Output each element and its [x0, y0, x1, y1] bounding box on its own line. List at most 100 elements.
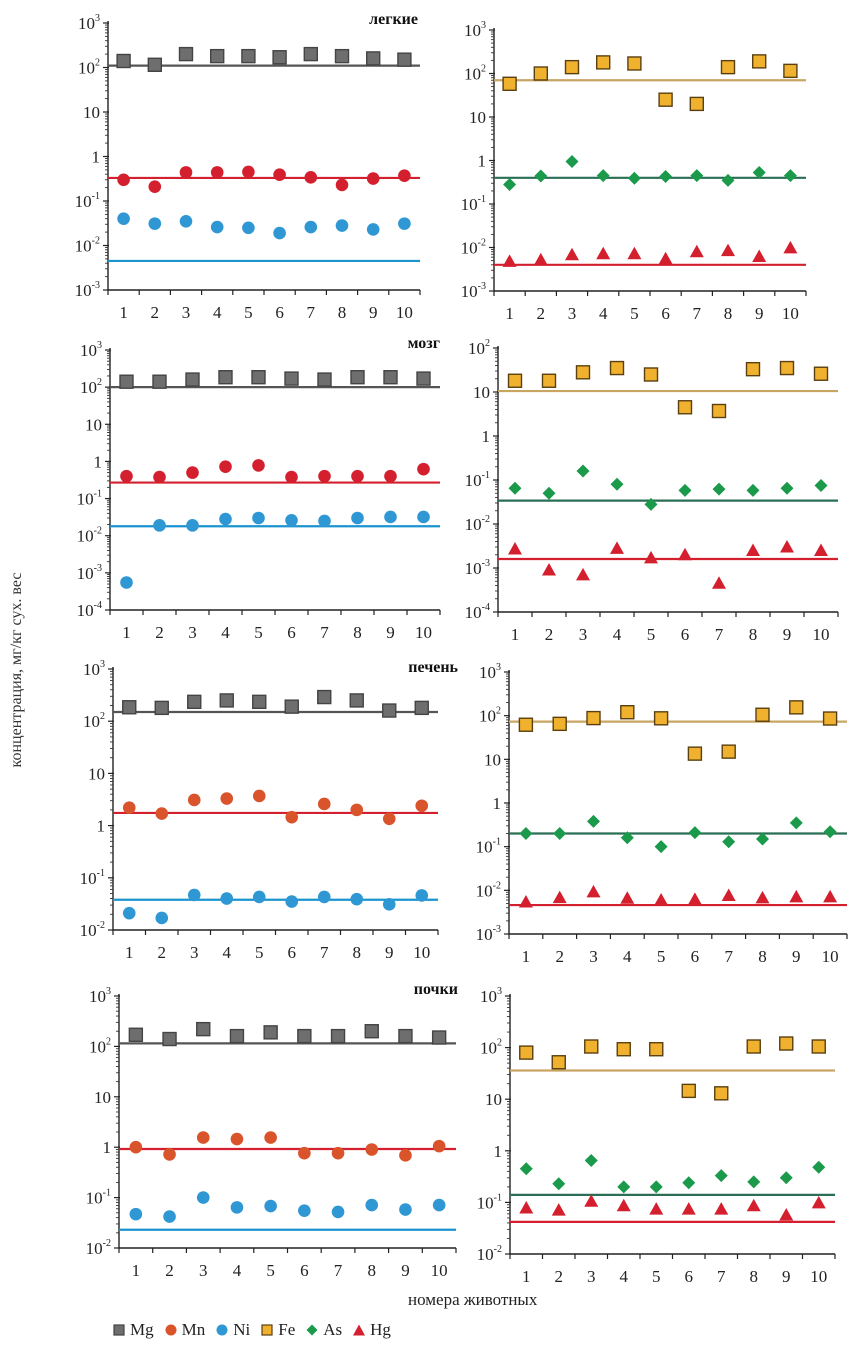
x-tick-label: 6 [681, 625, 690, 644]
y-tick-label: 102 [78, 58, 100, 78]
legend-item-ni: Ni [215, 1320, 250, 1340]
x-tick-label: 2 [155, 623, 164, 642]
data-point-as [747, 1175, 761, 1189]
data-point-mg [317, 689, 332, 705]
y-tick-label: 10-2 [477, 1244, 502, 1264]
data-point-hg [552, 890, 567, 904]
data-point-fe [677, 400, 693, 415]
data-point-as [789, 816, 803, 830]
data-point-as [587, 814, 600, 828]
data-point-mn [273, 168, 286, 181]
data-point-hg [502, 254, 517, 267]
data-point-hg [586, 884, 601, 898]
data-point-mg [147, 57, 163, 72]
data-point-ni [417, 510, 430, 524]
data-point-hg [712, 576, 726, 589]
y-tick-label: 10 [469, 108, 486, 127]
data-point-mg [218, 370, 233, 385]
data-point-hg [551, 1203, 566, 1216]
data-point-ni [382, 898, 396, 911]
data-point-ni [298, 1204, 311, 1217]
x-tick-label: 4 [213, 303, 222, 322]
x-tick-label: 4 [233, 1261, 242, 1280]
y-tick-label: 10-1 [75, 191, 100, 211]
data-point-hg [752, 249, 767, 263]
data-point-mn [219, 460, 232, 474]
panel-brain-right: 10-4 10-3 10-2 10-1 1 10 102 1 2 3 4 5 6 7 8 9 10 [465, 338, 839, 644]
data-point-mn [398, 169, 411, 183]
data-point-ni [317, 890, 331, 904]
legend-label: Mg [130, 1320, 154, 1339]
x-tick-label: 9 [401, 1261, 410, 1280]
data-point-hg [627, 246, 642, 260]
data-point-hg [518, 895, 533, 908]
data-point-as [746, 483, 760, 497]
data-point-hg [654, 893, 669, 906]
legend-label: Ni [233, 1320, 251, 1339]
data-point-mn [230, 1132, 244, 1146]
data-point-mn [186, 466, 199, 479]
data-point-mg [209, 48, 225, 64]
x-tick-label: 8 [368, 1261, 377, 1280]
data-point-ni [210, 220, 224, 234]
data-point-mg [178, 46, 194, 62]
data-point-fe [507, 373, 523, 388]
data-point-mn [179, 166, 193, 179]
data-point-mg [187, 694, 202, 710]
data-point-hg [616, 1198, 631, 1212]
panel-liver-left: 10-2 10-1 1 10 102 103 1 2 3 4 5 6 7 8 9 10 печень [80, 659, 459, 962]
y-tick-label: 10 [94, 1088, 111, 1107]
data-point-as [519, 827, 533, 841]
data-point-mn [155, 807, 169, 820]
data-point-hg [576, 567, 590, 581]
data-point-fe [783, 63, 798, 79]
x-tick-label: 10 [822, 947, 839, 966]
data-point-as [565, 154, 579, 168]
data-point-ni [415, 889, 429, 902]
data-point-mn [129, 1140, 143, 1154]
data-point-hg [783, 240, 798, 254]
data-point-mg [382, 703, 397, 718]
x-tick-label: 3 [587, 1267, 596, 1286]
x-tick-label: 5 [254, 623, 263, 642]
y-axis-label: концентрация, мг/кг сух. вес [8, 573, 25, 768]
data-point-mg [241, 48, 256, 64]
data-point-mg [263, 1025, 278, 1040]
data-point-hg [596, 246, 611, 260]
x-tick-label: 10 [431, 1261, 448, 1280]
y-tick-label: 10-1 [461, 194, 486, 214]
data-point-ni [273, 226, 286, 240]
data-point-fe [779, 1036, 794, 1051]
data-point-mg [431, 1030, 447, 1045]
data-point-ni [318, 514, 331, 528]
legend-item-mg: Mg [112, 1320, 154, 1340]
data-point-as [508, 481, 522, 495]
square-marker-icon [261, 1324, 273, 1336]
data-point-ni [163, 1210, 176, 1223]
data-point-mg [128, 1027, 144, 1042]
x-tick-label: 5 [652, 1267, 661, 1286]
y-tick-label: 103 [480, 986, 502, 1006]
y-tick-label: 10-2 [476, 880, 501, 900]
data-point-mg [251, 370, 266, 385]
x-tick-label: 7 [715, 625, 724, 644]
data-point-mn [252, 459, 265, 472]
data-point-mg [398, 1028, 413, 1044]
legend-label: Mn [181, 1320, 206, 1339]
x-tick-label: 7 [717, 1267, 726, 1286]
y-tick-label: 10-2 [80, 920, 105, 940]
y-tick-label: 10-2 [461, 238, 486, 258]
y-tick-label: 1 [97, 817, 106, 836]
data-point-hg [746, 543, 760, 556]
legend: Mg Mn Ni Fe As Hg [112, 1320, 401, 1340]
y-tick-label: 10-3 [476, 924, 501, 944]
data-point-ni [122, 906, 136, 920]
legend-item-fe: Fe [260, 1320, 295, 1340]
data-point-fe [746, 1039, 761, 1054]
x-tick-label: 8 [750, 1267, 759, 1286]
data-point-fe [596, 55, 611, 70]
x-tick-label: 10 [396, 303, 413, 322]
panel-title: легкие [369, 11, 418, 28]
panel-title: почки [414, 981, 458, 998]
